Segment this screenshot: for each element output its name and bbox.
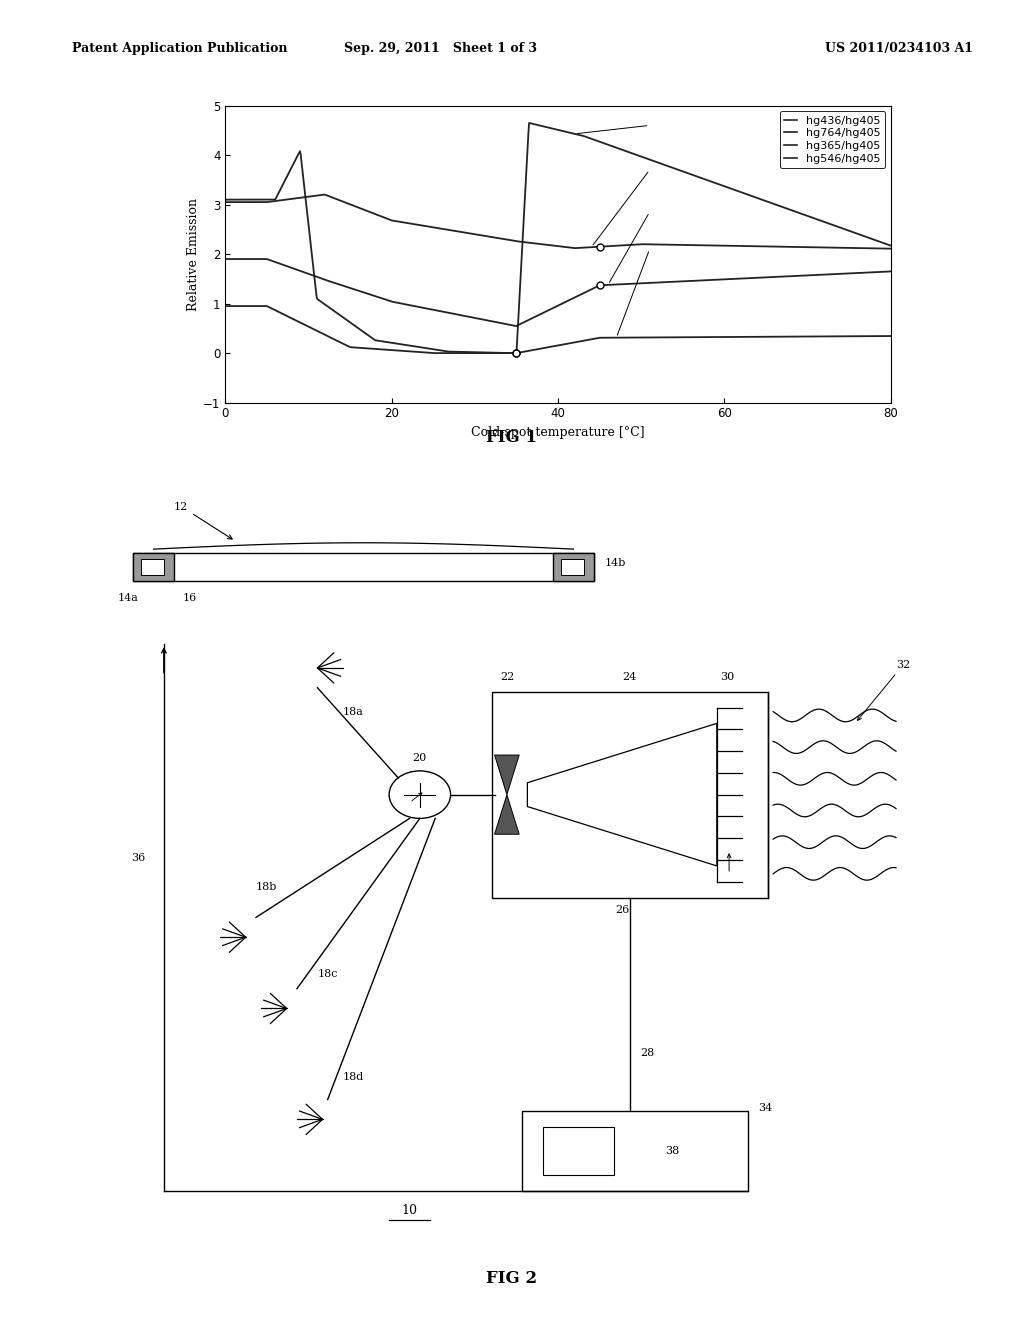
Text: 30: 30 <box>720 672 734 682</box>
Bar <box>561 560 584 576</box>
Text: Sep. 29, 2011   Sheet 1 of 3: Sep. 29, 2011 Sheet 1 of 3 <box>344 42 537 55</box>
Bar <box>553 553 594 581</box>
Bar <box>492 692 768 898</box>
Text: 26: 26 <box>615 906 629 916</box>
Text: 32: 32 <box>857 660 910 721</box>
Text: 24: 24 <box>623 672 637 682</box>
Text: 28: 28 <box>640 1048 654 1059</box>
Text: FIG 1: FIG 1 <box>486 429 538 446</box>
Bar <box>133 553 594 581</box>
Text: 18c: 18c <box>317 969 338 979</box>
Text: US 2011/0234103 A1: US 2011/0234103 A1 <box>824 42 973 55</box>
Text: 20: 20 <box>413 754 427 763</box>
Text: 38: 38 <box>666 1146 680 1156</box>
Bar <box>543 1127 614 1175</box>
Text: 16: 16 <box>182 593 197 603</box>
Text: 14a: 14a <box>118 593 138 603</box>
Bar <box>522 1111 748 1191</box>
Text: FIG 2: FIG 2 <box>486 1270 538 1287</box>
Text: 12: 12 <box>174 502 232 539</box>
Text: 36: 36 <box>131 853 145 863</box>
Text: 22: 22 <box>500 672 514 682</box>
Text: 34: 34 <box>758 1104 772 1114</box>
Polygon shape <box>495 755 519 795</box>
Text: 18d: 18d <box>343 1072 365 1082</box>
Polygon shape <box>495 795 519 834</box>
X-axis label: Cold-spot temperature [°C]: Cold-spot temperature [°C] <box>471 426 645 440</box>
Text: 18b: 18b <box>256 882 278 892</box>
Bar <box>141 560 164 576</box>
Text: Patent Application Publication: Patent Application Publication <box>72 42 287 55</box>
Legend: hg436/hg405, hg764/hg405, hg365/hg405, hg546/hg405: hg436/hg405, hg764/hg405, hg365/hg405, h… <box>779 111 886 169</box>
Text: 10: 10 <box>401 1204 418 1217</box>
Y-axis label: Relative Emission: Relative Emission <box>187 198 201 310</box>
Text: 18a: 18a <box>343 708 364 718</box>
Text: 14b: 14b <box>604 558 626 568</box>
Bar <box>133 553 174 581</box>
